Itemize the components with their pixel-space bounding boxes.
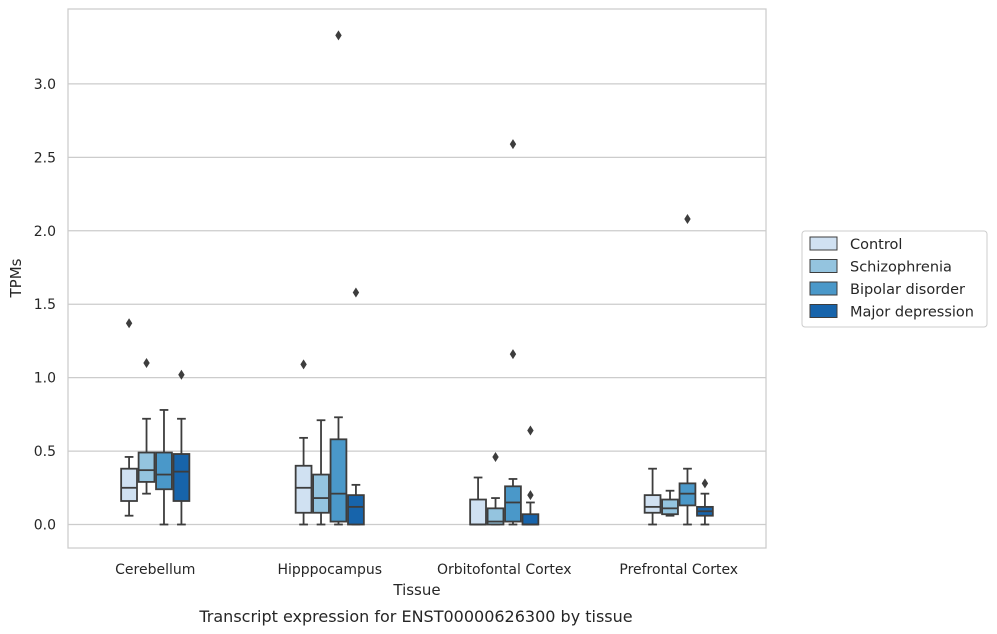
box-plot [643, 467, 662, 526]
box-plot [486, 451, 505, 526]
outlier-point [684, 214, 691, 225]
box-plot [696, 478, 714, 526]
y-axis-label: TPMs [7, 258, 25, 298]
outlier-point [300, 359, 307, 370]
box-plot [120, 318, 138, 517]
outlier-point [143, 357, 150, 368]
y-tick-label: 0.5 [34, 444, 56, 460]
box-plot [521, 425, 540, 526]
legend-label: Schizophrenia [850, 260, 952, 276]
x-tick-label: Cerebellum [115, 562, 195, 578]
y-tick-label: 1.0 [34, 371, 56, 387]
outlier-point [509, 139, 517, 150]
x-tick-label: Orbitofontal Cortex [437, 562, 572, 578]
outlier-point [352, 287, 360, 298]
box-iqr [521, 513, 540, 526]
y-tick-label: 3.0 [34, 77, 56, 93]
legend-swatch [809, 236, 838, 251]
box-iqr [347, 494, 365, 526]
x-tick-label: Prefrontal Cortex [619, 562, 738, 578]
legend: Control Schizophrenia Bipolar disorder Majo… [801, 230, 988, 328]
box-iqr [172, 453, 191, 502]
box-iqr [312, 473, 330, 514]
plot-frame [67, 8, 767, 549]
x-axis-label: Tissue [392, 581, 440, 599]
legend-frame [801, 230, 988, 328]
box-iqr [329, 438, 348, 523]
outlier-point [335, 30, 342, 41]
box-plot [469, 476, 487, 526]
outlier-point [178, 369, 185, 380]
outlier-point [701, 478, 709, 489]
x-tick-labels: Cerebellum Hipppocampus Orbitofontal Corte… [115, 562, 738, 578]
box-plot [661, 489, 679, 517]
box-plot [294, 359, 313, 526]
box-plot [504, 139, 522, 526]
box-plot [172, 369, 191, 526]
legend-swatch [809, 304, 838, 318]
box-iqr [486, 507, 505, 526]
outlier-point [125, 318, 133, 329]
legend-swatch [809, 281, 838, 296]
box-plot [678, 214, 697, 526]
box-iqr [643, 494, 662, 514]
outlier-point [492, 451, 499, 462]
legend-swatch [809, 259, 838, 273]
x-tick-label: Hipppocampus [277, 562, 382, 578]
box-plot [137, 357, 156, 495]
box-plot [155, 409, 173, 526]
y-tick-label: 1.5 [34, 297, 56, 313]
y-tick-label: 0.0 [34, 518, 56, 534]
legend-label: Bipolar disorder [850, 282, 965, 298]
chart-caption: Transcript expression for ENST0000062630… [198, 607, 632, 626]
box-iqr [137, 451, 156, 483]
y-tick-label: 2.0 [34, 224, 56, 240]
box-iqr [469, 498, 487, 526]
outlier-point [527, 490, 534, 501]
outlier-point [509, 349, 517, 360]
box-plot [347, 287, 365, 526]
legend-label: Control [850, 237, 902, 253]
box-iqr [120, 467, 138, 502]
outlier-point [527, 425, 534, 436]
box-plot [312, 419, 330, 526]
box-iqr [661, 498, 679, 516]
legend-label: Major depression [850, 305, 974, 321]
box-iqr [155, 451, 173, 491]
box-iqr [504, 485, 522, 523]
y-tick-label: 2.5 [34, 150, 56, 166]
box-iqr [294, 464, 313, 514]
y-tick-labels: 0.0 0.5 1.0 1.5 2.0 2.5 3.0 [34, 77, 56, 534]
box-plot [329, 30, 348, 526]
box-groups [120, 30, 714, 526]
